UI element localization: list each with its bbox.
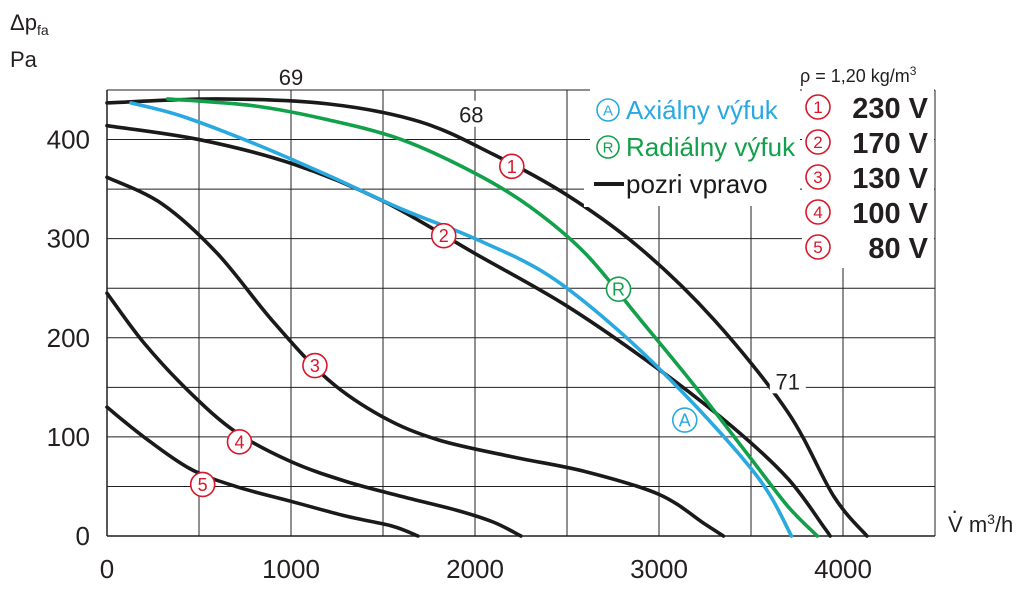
x-tick-label: 0 xyxy=(100,554,114,584)
voltage-marker-4-text: 4 xyxy=(813,203,822,222)
annotation-bg xyxy=(769,367,806,394)
y-tick-label: 100 xyxy=(47,422,90,452)
voltage-marker-1-circle xyxy=(805,94,831,120)
y-axis-title: Δpfa Pa xyxy=(10,8,49,75)
curve-marker-R-circle xyxy=(605,276,632,303)
legend-marker-A-text: A xyxy=(603,102,613,119)
curve-R xyxy=(165,97,820,538)
curve-marker-5-circle xyxy=(189,471,216,498)
x-tick-label: 1000 xyxy=(262,554,320,584)
voltage-marker-5-circle xyxy=(805,234,831,260)
curve-annotations: 69686971 xyxy=(273,63,806,394)
x-axis-title: V m3/h xyxy=(948,500,1014,537)
curve-marker-4-text: 4 xyxy=(234,432,244,452)
voltage-marker-3-text: 3 xyxy=(813,168,822,187)
axis-ticks: 0 1000 2000 3000 4000 0 100 200 300 400 xyxy=(47,125,872,584)
x-tick-label: 4000 xyxy=(814,554,872,584)
curve-marker-3-text: 3 xyxy=(310,356,320,376)
voltage-label: 230 V xyxy=(852,93,928,125)
legend-marker-A-circle xyxy=(596,98,620,122)
legend-bg xyxy=(590,88,800,206)
curve-5 xyxy=(105,405,420,538)
voltage-marker-2-text: 2 xyxy=(813,133,822,152)
curve-1 xyxy=(105,97,869,538)
curve-marker-2-text: 2 xyxy=(439,226,449,246)
annotation-label: 71 xyxy=(776,369,800,394)
x-axis-unit-exp: 3 xyxy=(987,511,995,527)
y-axis-symbol: Δp xyxy=(10,10,37,35)
voltage-marker-2-circle xyxy=(805,129,831,155)
chart-legend: A Axiálny výfuk R Radiálny výfuk pozri vprav… xyxy=(590,88,934,268)
annotation-bg xyxy=(453,100,490,127)
x-axis-symbol: V xyxy=(948,500,963,536)
curve-marker-A-text: A xyxy=(679,411,691,431)
voltage-label: 170 V xyxy=(852,128,928,160)
y-tick-label: 200 xyxy=(47,323,90,353)
curve-marker-1-circle xyxy=(498,153,525,180)
y-axis-subscript: fa xyxy=(36,22,49,38)
annotation-bg xyxy=(273,63,309,90)
legend-marker-R-text: R xyxy=(603,139,614,156)
annotation-label: 69 xyxy=(279,65,303,90)
x-axis-unit: m xyxy=(968,512,988,537)
voltage-marker-3-circle xyxy=(805,164,831,190)
voltage-marker-5-text: 5 xyxy=(813,238,822,257)
x-tick-label: 2000 xyxy=(446,554,504,584)
y-tick-label: 300 xyxy=(47,224,90,254)
density-prefix: ρ = 1,20 kg/m xyxy=(800,66,910,86)
curve-marker-1-text: 1 xyxy=(507,157,517,177)
density-exp: 3 xyxy=(909,64,917,78)
curve-marker-A-circle xyxy=(671,407,698,433)
legend-label: pozri vpravo xyxy=(626,169,768,199)
x-tick-label: 3000 xyxy=(630,554,688,584)
voltage-label: 80 V xyxy=(868,233,928,265)
chart-curves: 1 2 3 4 5 A R xyxy=(105,97,869,538)
curve-marker-R-text: R xyxy=(612,280,625,300)
legend-label: Axiálny výfuk xyxy=(626,95,779,125)
y-axis-unit: Pa xyxy=(10,47,37,72)
curve-marker-4-circle xyxy=(226,429,253,455)
legend-marker-R-circle xyxy=(596,135,620,159)
voltage-marker-1-text: 1 xyxy=(813,98,822,117)
curve-marker-2-circle xyxy=(430,222,457,249)
voltage-label: 130 V xyxy=(852,163,928,195)
curve-2 xyxy=(105,123,832,538)
voltage-marker-4-circle xyxy=(805,199,831,225)
curve-marker-3-circle xyxy=(302,352,328,379)
x-axis-unit-tail: /h xyxy=(994,512,1014,537)
curve-A xyxy=(129,101,794,538)
curve-marker-5-text: 5 xyxy=(198,475,208,495)
curve-3 xyxy=(105,175,726,538)
voltage-label: 100 V xyxy=(852,198,928,230)
curve-4 xyxy=(105,291,523,538)
annotation-label: 68 xyxy=(459,103,483,128)
y-tick-label: 0 xyxy=(76,521,90,551)
y-tick-label: 400 xyxy=(47,125,90,155)
legend-label: Radiálny výfuk xyxy=(626,132,796,162)
density-note: ρ = 1,20 kg/m3 xyxy=(800,64,916,87)
